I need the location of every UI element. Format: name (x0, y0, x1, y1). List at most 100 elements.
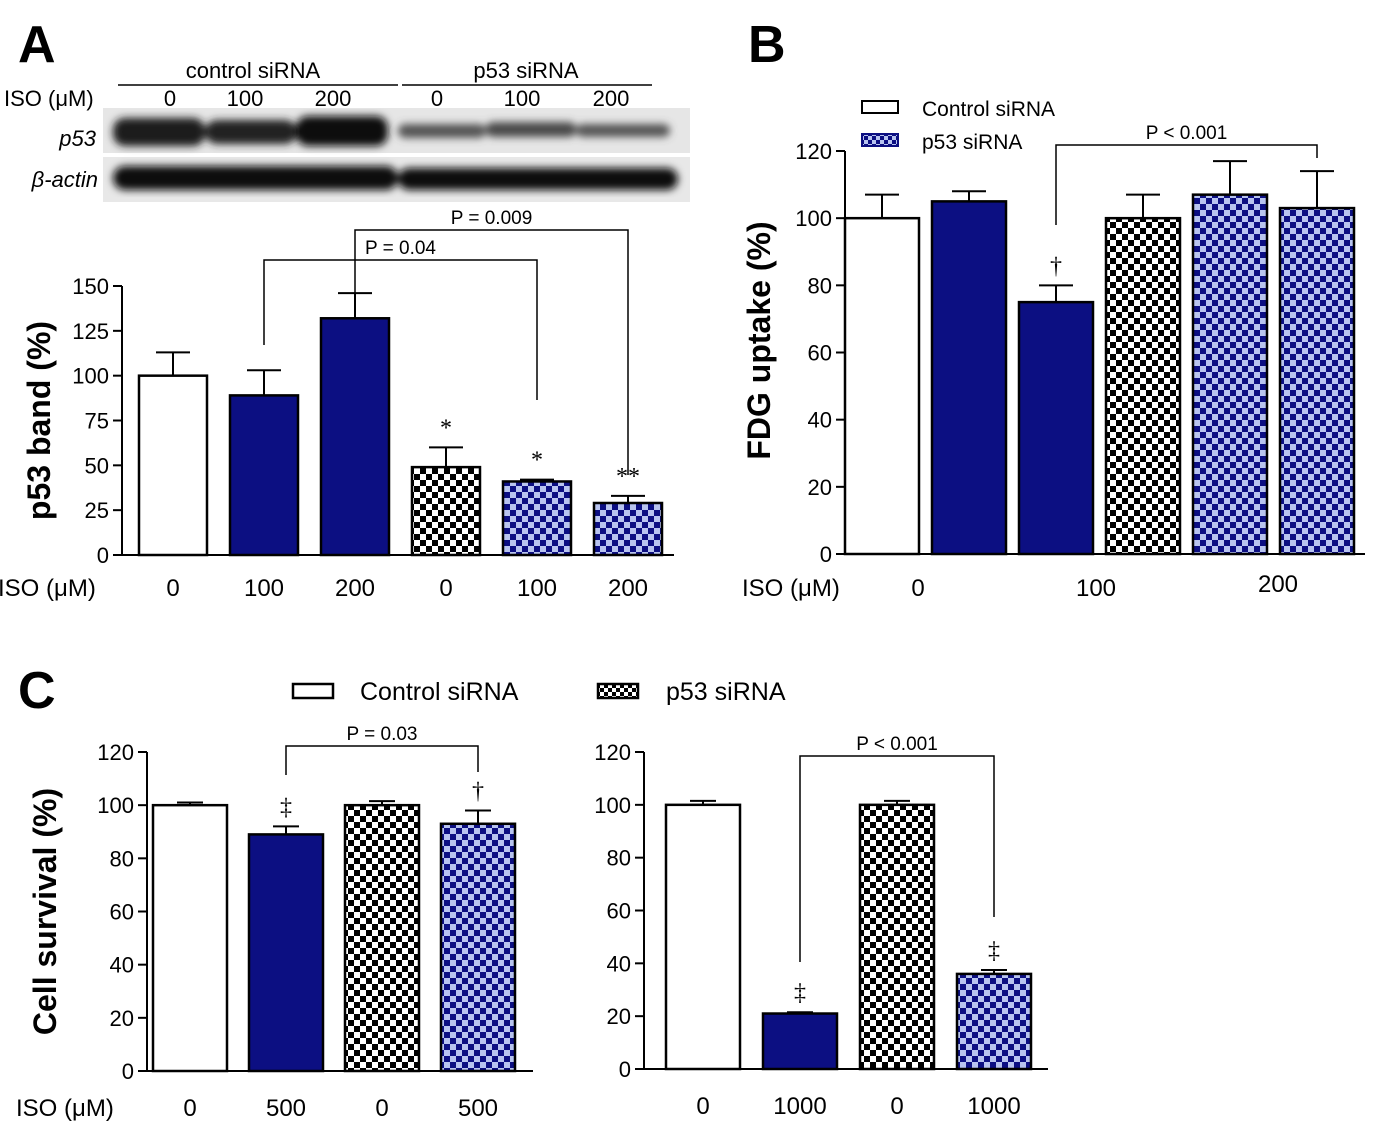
p-value-label: P = 0.009 (451, 208, 533, 229)
x-tick-label: 0 (166, 575, 179, 602)
bar (930, 200, 1008, 556)
y-tick-label: 40 (110, 953, 134, 978)
p-value-label: P = 0.03 (347, 724, 418, 745)
chart-b: 0 20 40 60 80 100 120 FDG uptake (%) † 0 100 200 ISO… (741, 123, 1365, 602)
panel-letter-c: C (18, 662, 56, 720)
y-tick-label: 100 (97, 793, 134, 818)
comparison-bracket (354, 229, 629, 475)
significance-mark: * (440, 415, 452, 441)
x-tick-label: 500 (266, 1095, 306, 1122)
legend-c: Control siRNA p53 siRNA (291, 678, 786, 706)
bar (858, 803, 936, 1071)
blot-group-p53: p53 siRNA (473, 58, 578, 83)
legend-c-control-label: Control siRNA (360, 678, 519, 706)
x-tick-label: 1000 (967, 1093, 1020, 1120)
y-tick-label: 120 (97, 740, 134, 765)
bar (761, 1012, 839, 1071)
bar (501, 480, 573, 557)
significance-mark: † (472, 778, 484, 804)
bar (1017, 300, 1095, 556)
blot-dose-labels: 0 100 200 0 100 200 (136, 86, 654, 112)
western-blot: control siRNA p53 siRNA ISO (μM) 0 100 200… (4, 58, 690, 202)
x-tick-label: 0 (911, 575, 924, 602)
x-axis-label: ISO (μM) (0, 575, 96, 602)
y-axis-label: Cell survival (%) (27, 788, 63, 1035)
y-tick-label: 60 (808, 341, 832, 366)
blot-dose-label: 0 (431, 86, 443, 111)
y-tick-label: 80 (808, 273, 832, 298)
blot-row-p53: p53 (58, 126, 96, 151)
x-tick-label: 200 (1258, 571, 1298, 598)
y-tick-label: 0 (820, 542, 832, 567)
significance-mark: ‡ (794, 980, 806, 1006)
y-tick-label: 40 (808, 408, 832, 433)
y-tick-label: 40 (607, 951, 631, 976)
y-tick-label: 0 (122, 1059, 134, 1084)
bar (151, 803, 229, 1073)
legend-b-control-label: Control siRNA (922, 98, 1055, 121)
y-axis-label: p53 band (%) (21, 321, 57, 520)
y-tick-label: 60 (110, 900, 134, 925)
x-tick-label: 0 (890, 1093, 903, 1120)
comparison-bracket (799, 755, 995, 962)
y-tick-label: 20 (110, 1006, 134, 1031)
y-tick-label: 20 (808, 475, 832, 500)
y-tick-label: 75 (85, 409, 109, 434)
comparison-bracket (285, 745, 479, 775)
x-tick-label: 1000 (773, 1093, 826, 1120)
x-axis-label: ISO (μM) (742, 575, 840, 602)
legend-b-p53-swatch (861, 133, 899, 147)
y-tick-label: 100 (795, 206, 832, 231)
y-tick-label: 25 (85, 498, 109, 523)
x-tick-label: 500 (458, 1095, 498, 1122)
x-tick-label: 0 (696, 1093, 709, 1120)
comparison-bracket (1055, 144, 1318, 225)
x-tick-label: 0 (183, 1095, 196, 1122)
blot-dose-label: 200 (593, 86, 630, 111)
panel-letter-a: A (18, 16, 56, 74)
blot-dose-label: 100 (227, 86, 264, 111)
x-tick-label: 0 (439, 575, 452, 602)
blot-dose-label: 0 (164, 86, 176, 111)
bar (592, 501, 664, 557)
bar (955, 972, 1033, 1071)
y-tick-label: 0 (97, 543, 109, 568)
bar (1104, 216, 1182, 556)
x-tick-label: 0 (375, 1095, 388, 1122)
bar (843, 216, 921, 556)
bar (343, 803, 421, 1073)
y-tick-label: 60 (607, 899, 631, 924)
x-tick-label: 100 (1076, 575, 1116, 602)
y-tick-label: 80 (110, 846, 134, 871)
legend-c-p53-label: p53 siRNA (666, 678, 786, 706)
bar (319, 317, 391, 557)
bar (1191, 193, 1269, 556)
x-tick-label: 100 (244, 575, 284, 602)
x-tick-label: 100 (517, 575, 557, 602)
chart-c-right: 0 20 40 60 80 100 120 ‡ ‡ 0 1000 0 1000 P < 0.001 (594, 734, 1048, 1120)
significance-mark: ‡ (988, 938, 1000, 964)
x-tick-label: 200 (608, 575, 648, 602)
y-tick-label: 50 (85, 453, 109, 478)
bar (1278, 206, 1356, 556)
x-tick-label: 200 (335, 575, 375, 602)
legend-b: Control siRNA p53 siRNA (861, 98, 1055, 154)
bar (247, 833, 325, 1073)
comparison-bracket (263, 259, 538, 400)
p-value-label: P = 0.04 (365, 238, 436, 259)
p-value-label: P < 0.001 (1146, 123, 1228, 144)
significance-mark: † (1050, 253, 1062, 279)
bar (664, 803, 742, 1071)
y-tick-label: 100 (72, 364, 109, 389)
x-axis-label: ISO (μM) (16, 1095, 114, 1122)
y-axis-label: FDG uptake (%) (741, 221, 777, 459)
y-tick-label: 20 (607, 1004, 631, 1029)
panel-letter-b: B (748, 16, 786, 74)
legend-b-control-swatch (861, 100, 899, 114)
y-tick-label: 120 (594, 740, 631, 765)
bar (137, 374, 209, 557)
y-tick-label: 125 (72, 319, 109, 344)
y-tick-label: 150 (72, 274, 109, 299)
